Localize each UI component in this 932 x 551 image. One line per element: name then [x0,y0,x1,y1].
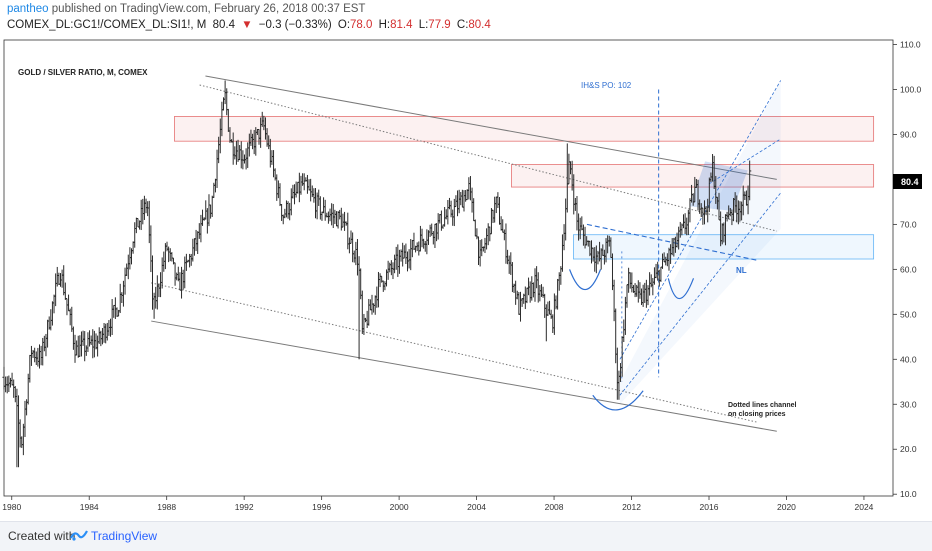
x-tick-label: 2024 [854,502,873,512]
chart-header: pantheo published on TradingView.com, Fe… [0,0,932,36]
author-link[interactable]: pantheo [7,3,49,15]
y-tick-label: 10.0 [900,489,917,499]
down-arrow-icon: ▼ [241,19,253,31]
low-label: L: [418,19,429,31]
left-shoulder-arc [568,269,602,290]
y-tick-label: 20.0 [900,444,917,454]
x-tick-label: 2016 [700,502,719,512]
x-tick-label: 2008 [545,502,564,512]
open-value: 78.0 [350,19,373,31]
tradingview-brand-link[interactable]: TradingView [91,529,158,543]
head-arc [592,390,644,411]
y-tick-label: 90.0 [900,129,917,139]
upper-channel-line [205,75,777,180]
x-tick-label: 1988 [157,502,176,512]
rising-channel-mid [708,138,781,185]
footer-bar: Created with TradingView [0,521,932,551]
x-tick-label: 1992 [235,502,254,512]
ohlc-bars [2,80,752,468]
neckline [586,223,758,261]
chart-title: GOLD / SILVER RATIO, M, COMEX [18,68,148,77]
channel-note-line-2: on closing prices [728,411,786,418]
dotted-upper-channel [199,84,777,232]
low-value: 77.9 [428,19,451,31]
lower-channel-line [151,320,777,432]
tradingview-logo-icon[interactable] [70,526,88,544]
high-value: 81.4 [390,19,413,31]
high-label: H: [378,19,391,31]
dotted-lower-channel [151,282,758,423]
current-price-label: 80.4 [901,177,919,187]
x-tick-label: 1980 [2,502,21,512]
plot-frame [3,39,894,497]
y-tick-label: 100.0 [900,84,922,94]
x-tick-label: 2020 [777,502,796,512]
x-tick-label: 2000 [390,502,409,512]
close-label: C: [456,19,469,31]
neckline-label: NL [736,266,747,275]
ohlc-line: COMEX_DL:GC1!/COMEX_DL:SI1!, M 80.4 ▼ −0… [7,19,494,31]
x-tick-label: 2012 [622,502,641,512]
channel-note-line-1: Dotted lines channel [728,402,797,409]
y-tick-label: 70.0 [900,219,917,229]
current-price-tag [893,174,922,189]
right-shoulder-arc [667,278,695,299]
y-tick-label: 110.0 [900,39,921,49]
rising-channel-lower [619,192,781,396]
created-with-label: Created with [8,529,76,543]
symbol-label[interactable]: COMEX_DL:GC1!/COMEX_DL:SI1!, M [7,19,207,31]
y-tick-label: 50.0 [900,309,917,319]
open-label: O: [337,19,351,31]
x-tick-label: 2004 [467,502,486,512]
rising-channel-upper [619,80,782,360]
x-tick-label: 1984 [80,502,99,512]
x-tick-label: 1996 [312,502,331,512]
publish-line: pantheo published on TradingView.com, Fe… [7,3,365,15]
publish-info: published on TradingView.com, February 2… [51,3,366,15]
mid-resistance-zone [511,164,875,188]
price-chart[interactable]: 1980 1984 1988 1992 1996 2000 2004 2008 2012 2016… [0,38,932,520]
axes: 1980 1984 1988 1992 1996 2000 2004 2008 2012 2016… [2,39,921,512]
last-price: 80.4 [212,19,235,31]
annotation-shapes [151,75,782,432]
ihs-po-label: IH&S PO: 102 [581,81,632,90]
y-tick-label: 30.0 [900,399,917,409]
close-value: 80.4 [468,19,491,31]
y-tick-label: 60.0 [900,264,917,274]
rising-channel-fill [619,80,781,405]
y-tick-label: 40.0 [900,354,917,364]
change-value: −0.3 (−0.33%) [258,19,332,31]
